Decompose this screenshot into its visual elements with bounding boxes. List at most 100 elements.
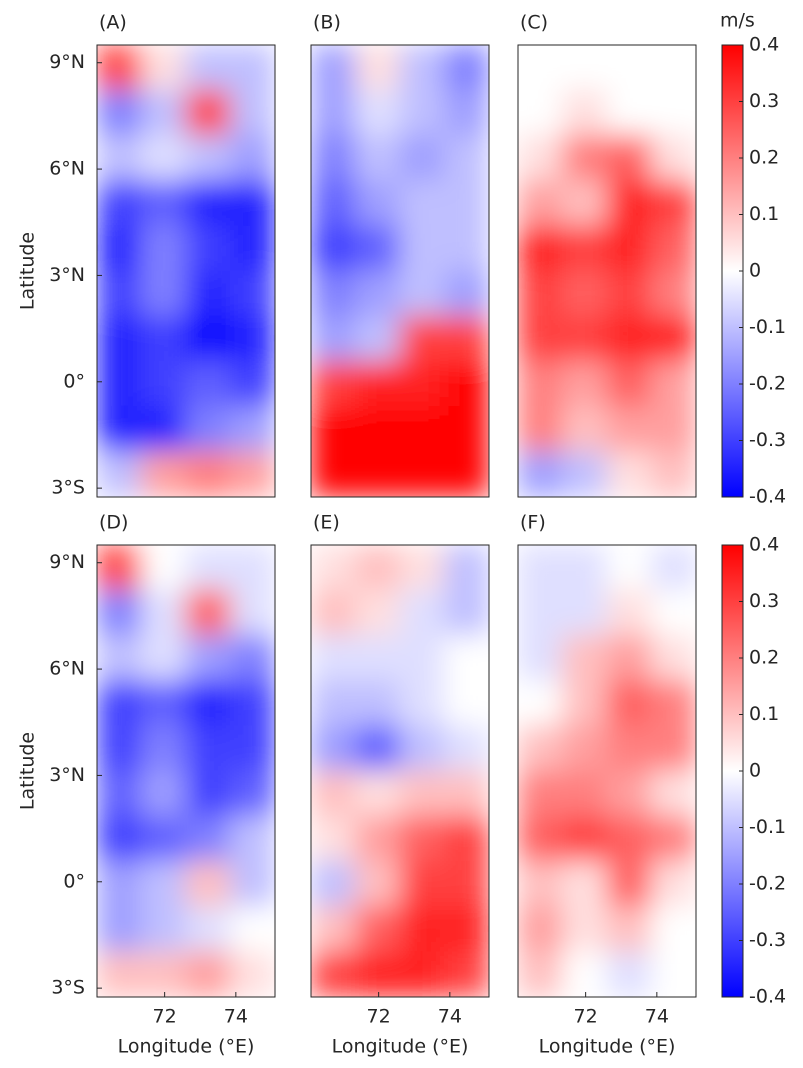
cell <box>399 906 445 953</box>
cell <box>230 45 275 91</box>
cell <box>185 634 231 682</box>
cell <box>518 89 563 136</box>
colorbar-tick-label: -0.4 <box>749 986 786 1008</box>
cell <box>606 725 652 772</box>
cell <box>141 860 187 908</box>
y-tick-label: 9°N <box>49 551 85 573</box>
cell <box>230 134 275 182</box>
cell <box>97 89 142 136</box>
cell <box>185 545 231 591</box>
cell <box>444 634 489 682</box>
cell <box>230 634 275 682</box>
cell <box>141 180 187 227</box>
cell <box>444 770 489 817</box>
cell <box>562 906 608 953</box>
cell <box>97 315 142 362</box>
cell <box>311 45 356 91</box>
cell <box>185 770 231 817</box>
field <box>97 545 275 997</box>
cell <box>185 680 231 727</box>
cell <box>399 406 445 453</box>
y-tick-label: 9°N <box>49 51 85 73</box>
cell <box>311 270 356 317</box>
cell <box>355 906 401 953</box>
cell <box>399 451 445 497</box>
cell <box>444 406 489 453</box>
cell <box>444 89 489 136</box>
cell <box>185 406 231 453</box>
cell <box>355 451 401 497</box>
cell <box>518 134 563 182</box>
cell <box>230 725 275 772</box>
cell <box>141 45 187 91</box>
panel-label: (B) <box>313 12 341 34</box>
cell <box>444 815 489 862</box>
cell <box>562 89 608 136</box>
cell <box>141 225 187 272</box>
cell <box>606 680 652 727</box>
colorbar <box>722 45 743 497</box>
colorbar-tick-label: 0.2 <box>749 647 779 669</box>
cell <box>311 815 356 862</box>
cell <box>562 770 608 817</box>
cell <box>185 951 231 997</box>
cell <box>562 406 608 453</box>
cell <box>97 225 142 272</box>
cell <box>444 545 489 591</box>
cell <box>355 545 401 591</box>
field-blur <box>311 545 489 997</box>
cell <box>141 360 187 408</box>
panel-label: (A) <box>99 12 127 34</box>
cell <box>444 270 489 317</box>
cell <box>97 680 142 727</box>
cell <box>185 860 231 908</box>
panel-label: (E) <box>313 512 340 534</box>
cell <box>518 45 563 91</box>
cell <box>399 951 445 997</box>
y-tick-label: 3°N <box>49 264 85 286</box>
colorbar-tick-label: 0.4 <box>749 34 779 56</box>
cell <box>185 906 231 953</box>
cell <box>311 951 356 997</box>
panel-label: (C) <box>520 12 548 34</box>
cell <box>141 406 187 453</box>
cell <box>606 634 652 682</box>
cell <box>185 360 231 408</box>
cell <box>518 270 563 317</box>
cell <box>562 225 608 272</box>
cell <box>230 89 275 136</box>
cell <box>97 360 142 408</box>
cell <box>518 451 563 497</box>
cell <box>355 315 401 362</box>
colorbar-tick-label: 0.2 <box>749 147 779 169</box>
cell <box>606 815 652 862</box>
y-axis-label: Latitude <box>17 232 39 310</box>
cell <box>606 770 652 817</box>
x-tick-label: 74 <box>224 1006 248 1028</box>
cell <box>355 180 401 227</box>
cell <box>444 315 489 362</box>
cell <box>444 589 489 636</box>
cell <box>97 589 142 636</box>
cell <box>141 545 187 591</box>
cell <box>97 951 142 997</box>
y-tick-label: 3°S <box>51 977 85 999</box>
colorbar-tick-label: 0 <box>749 760 761 782</box>
cell <box>355 634 401 682</box>
cell <box>230 545 275 591</box>
cell <box>444 725 489 772</box>
cell <box>311 451 356 497</box>
panel-frame <box>517 44 697 498</box>
cell <box>651 225 696 272</box>
cell <box>355 589 401 636</box>
panel-label: (D) <box>99 512 128 534</box>
field <box>518 545 696 997</box>
cell <box>311 906 356 953</box>
cell <box>355 406 401 453</box>
cell <box>230 589 275 636</box>
cell <box>311 634 356 682</box>
cell <box>518 589 563 636</box>
cell <box>606 180 652 227</box>
cell <box>230 360 275 408</box>
cell <box>311 360 356 408</box>
